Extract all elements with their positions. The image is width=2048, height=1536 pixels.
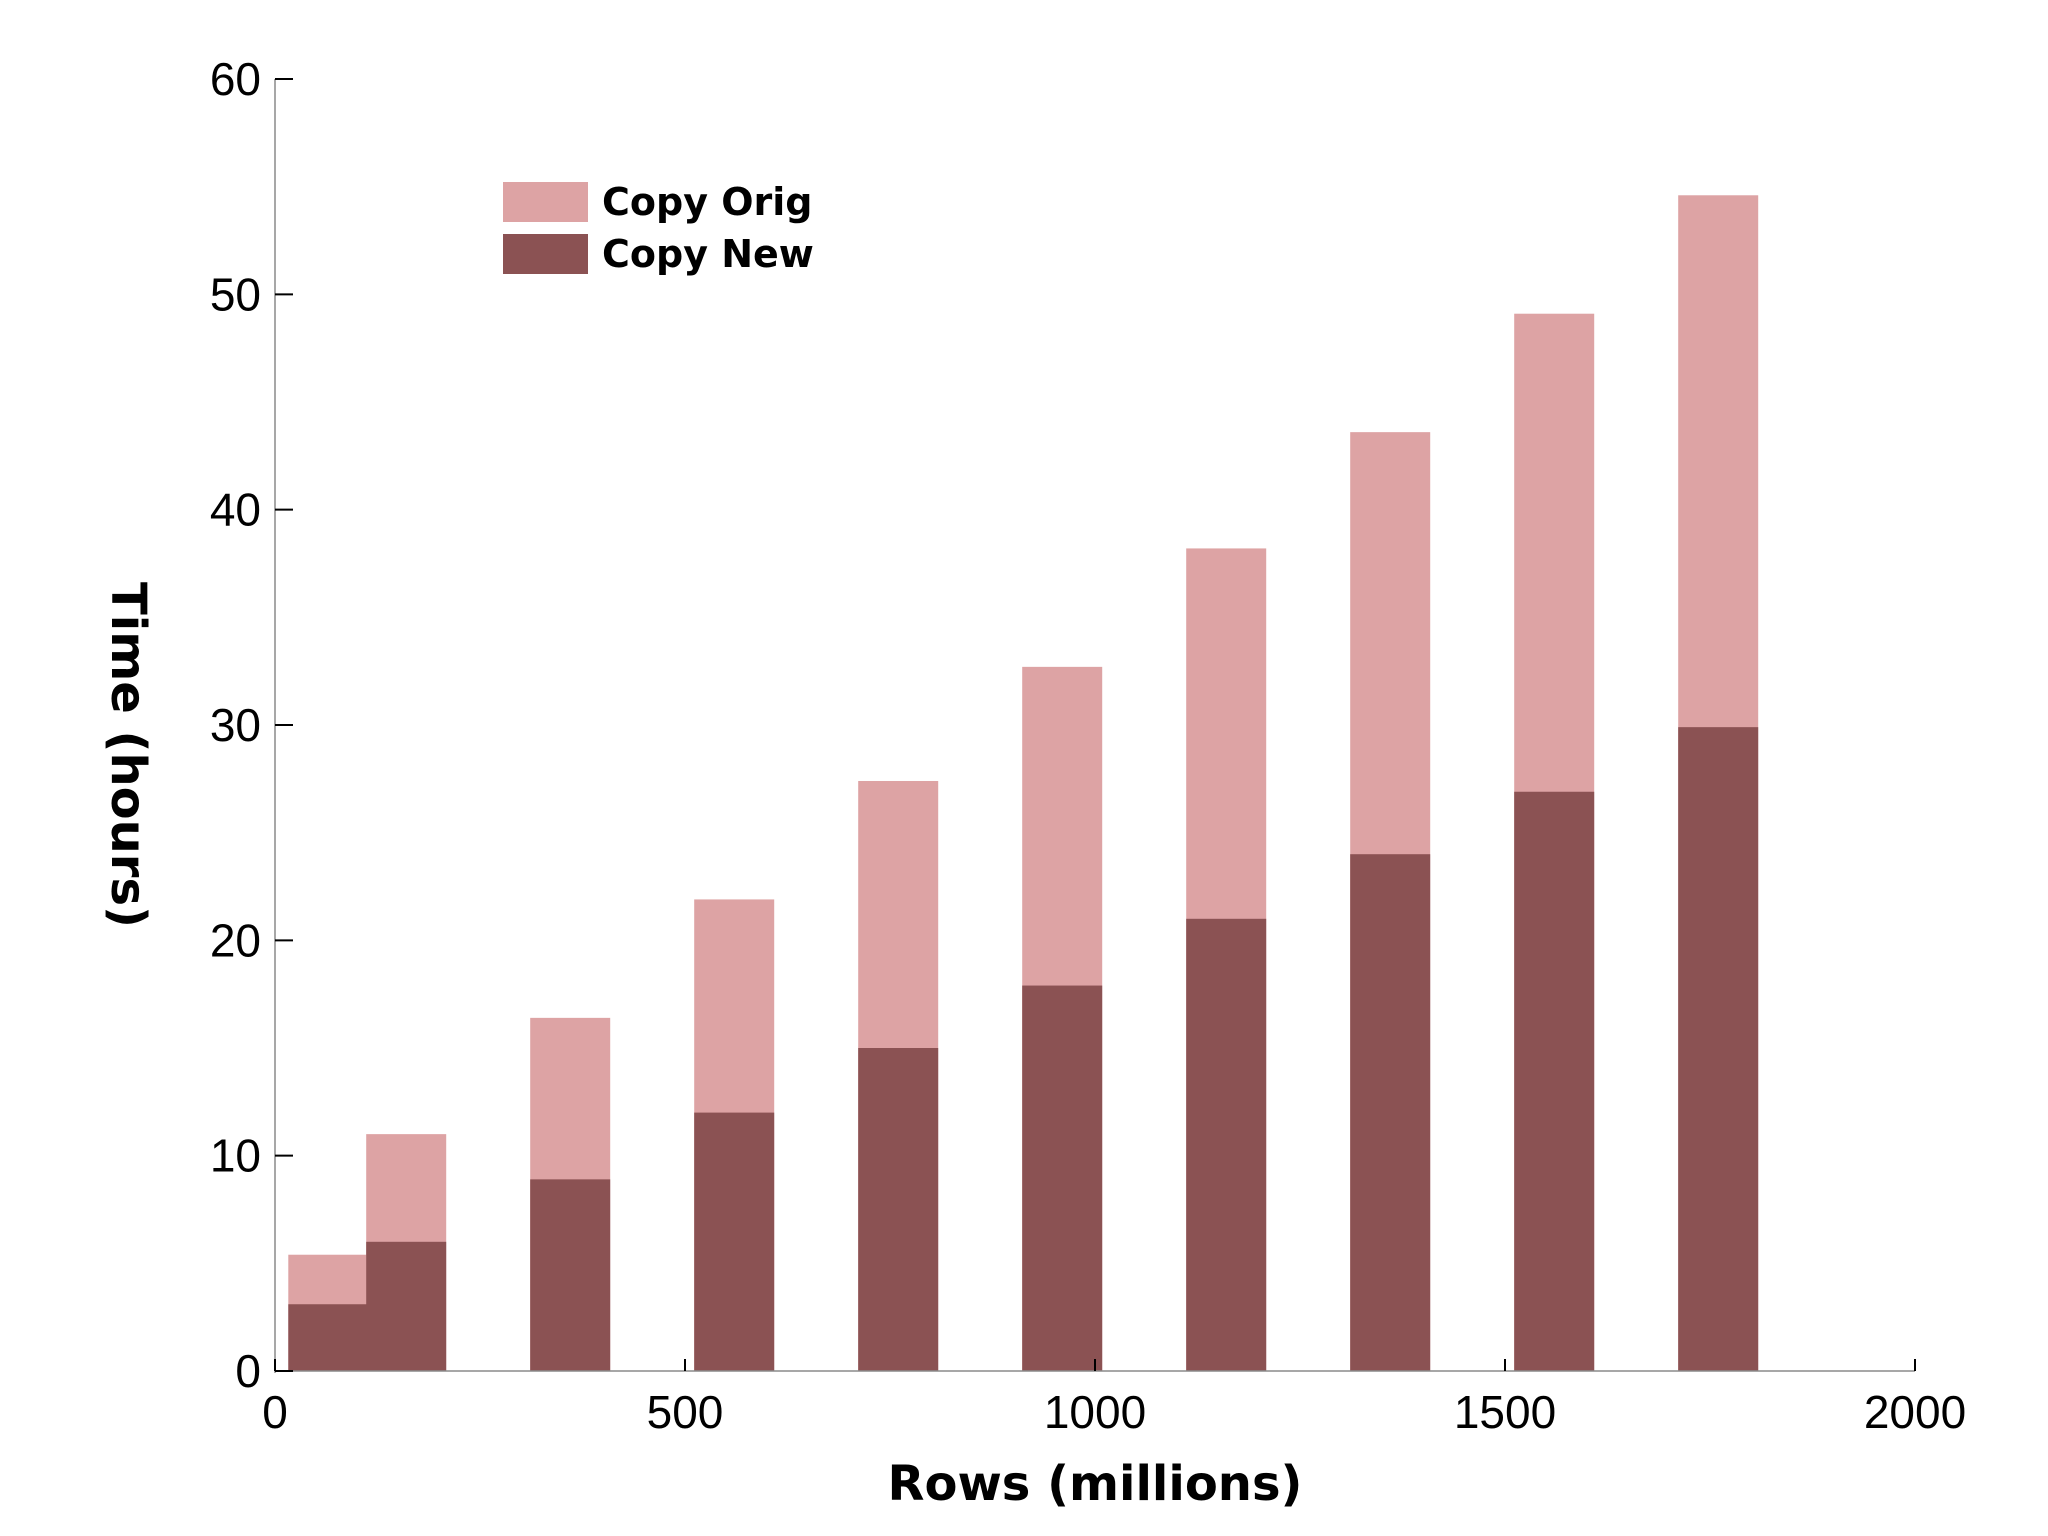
- bar-copy-new-2: [366, 1241, 447, 1371]
- bar-copy-new-8: [1350, 854, 1431, 1371]
- y-axis-title: Time (hours): [100, 582, 156, 928]
- y-tick-label-40: 40: [210, 484, 261, 536]
- legend: Copy Orig Copy New: [503, 180, 814, 276]
- y-tick-label-30: 30: [210, 699, 261, 751]
- bar-copy-new-7: [1186, 918, 1267, 1371]
- bar-copy-new-10: [1678, 727, 1759, 1371]
- y-tick-label-20: 20: [210, 914, 261, 966]
- legend-label-copy-orig: Copy Orig: [602, 180, 812, 224]
- bar-copy-new-9: [1514, 791, 1595, 1371]
- y-tick-label-60: 60: [210, 53, 261, 105]
- bars-group: [288, 195, 1759, 1371]
- x-tick-label-1500: 1500: [1454, 1386, 1556, 1438]
- legend-swatch-copy-orig: [503, 182, 588, 222]
- x-tick-label-500: 500: [647, 1386, 724, 1438]
- y-tick-label-10: 10: [210, 1130, 261, 1182]
- x-tick-label-1000: 1000: [1044, 1386, 1146, 1438]
- bar-copy-new-4: [694, 1112, 775, 1371]
- bar-copy-new-5: [858, 1048, 939, 1371]
- legend-swatch-copy-new: [503, 234, 588, 274]
- x-tick-label-2000: 2000: [1864, 1386, 1966, 1438]
- x-tick-label-0: 0: [262, 1386, 288, 1438]
- y-tick-label-0: 0: [235, 1345, 261, 1397]
- legend-label-copy-new: Copy New: [602, 232, 814, 276]
- y-tick-label-50: 50: [210, 268, 261, 320]
- bar-copy-new-6: [1022, 985, 1103, 1371]
- bar-copy-new-1: [288, 1304, 369, 1371]
- ticks-group: 0 10 20 30 40 50 60 0 500 1000 1500 2000: [210, 53, 1966, 1438]
- x-axis-title: Rows (millions): [888, 1456, 1303, 1512]
- bar-copy-new-3: [530, 1179, 611, 1371]
